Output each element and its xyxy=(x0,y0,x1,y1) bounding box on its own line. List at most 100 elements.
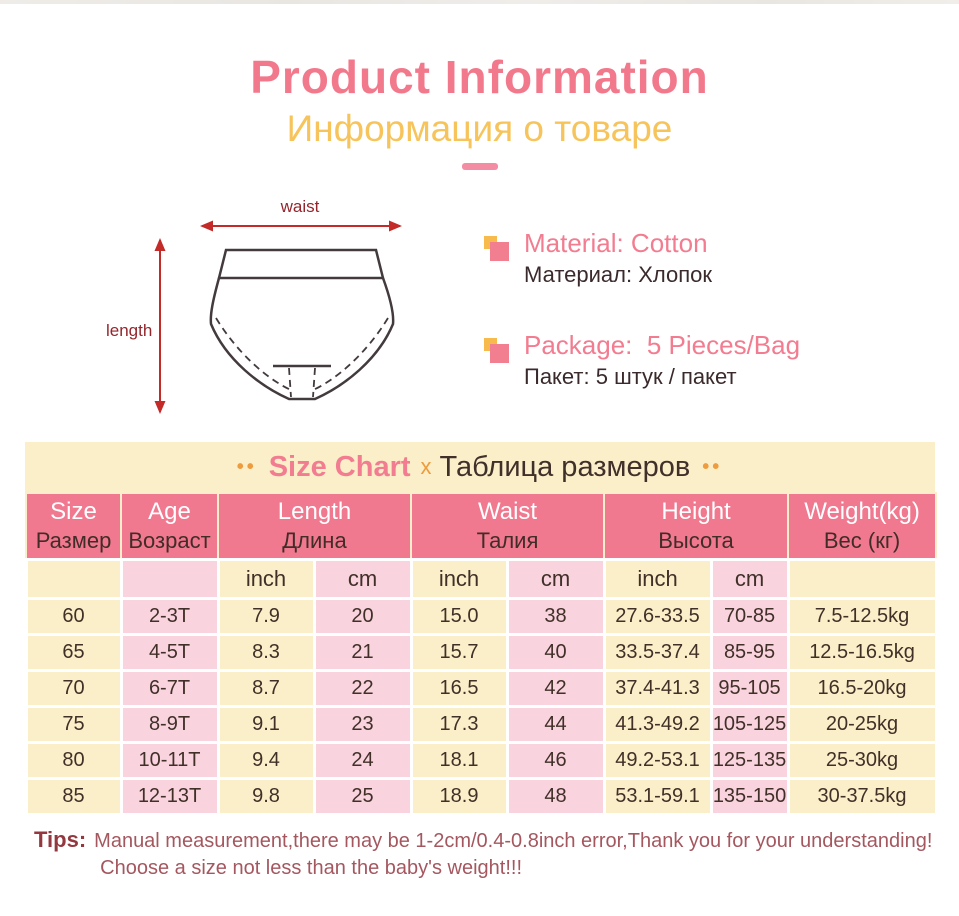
table-cell: 27.6-33.5 xyxy=(602,597,713,637)
table-cell: 70 xyxy=(24,669,123,709)
length-measure-label: length xyxy=(106,321,152,340)
table-cell: 40 xyxy=(505,633,606,673)
table-cell: 9.8 xyxy=(216,777,316,817)
tips-line-2: Choose a size not less than the baby's w… xyxy=(100,857,523,880)
size-chart-section: •• Size Chart x Таблица размеров •• Size… xyxy=(24,442,938,817)
table-row: 70 6-7T 8.7 22 16.5 42 37.4-41.3 95-105 16.5-20k… xyxy=(24,669,938,709)
table-cell: 42 xyxy=(505,669,606,709)
table-cell: 65 xyxy=(24,633,123,673)
table-cell: 20 xyxy=(312,597,413,637)
length-arrow xyxy=(154,238,166,415)
unit-cell: cm xyxy=(312,558,413,601)
table-cell: 7.5-12.5kg xyxy=(786,597,938,637)
package-info-item: Package: 5 Pieces/Bag Пакет: 5 штук / па… xyxy=(484,330,800,392)
dots-right-icon: •• xyxy=(702,455,723,478)
product-details-section: waist length xyxy=(0,188,959,426)
title-separator: x xyxy=(420,454,432,480)
dots-left-icon: •• xyxy=(236,455,257,478)
table-cell: 16.5 xyxy=(409,669,509,709)
waist-arrow xyxy=(200,220,402,232)
table-cell: 105-125 xyxy=(709,705,790,745)
table-cell: 18.9 xyxy=(409,777,509,817)
table-cell: 33.5-37.4 xyxy=(602,633,713,673)
table-cell: 25-30kg xyxy=(786,741,938,781)
table-cell: 70-85 xyxy=(709,597,790,637)
table-cell: 6-7T xyxy=(119,669,220,709)
col-header-size: Size Размер xyxy=(25,492,122,561)
units-row: inch cm inch cm inch cm xyxy=(24,558,938,601)
table-cell: 8.7 xyxy=(216,669,316,709)
table-cell: 8.3 xyxy=(216,633,316,673)
table-cell: 15.7 xyxy=(409,633,509,673)
table-header-row: Size Размер Age Возраст Length Длина Wai… xyxy=(25,492,938,561)
material-label-en: Material: Cotton xyxy=(524,228,708,259)
size-chart-title-en: Size Chart xyxy=(268,450,411,483)
table-cell: 8-9T xyxy=(119,705,220,745)
measurement-diagram: waist length xyxy=(78,188,448,426)
col-header-waist: Waist Талия xyxy=(409,492,606,561)
tips-label: Tips: xyxy=(34,827,87,853)
table-cell: 9.4 xyxy=(216,741,316,781)
table-cell: 23 xyxy=(312,705,413,745)
table-cell: 49.2-53.1 xyxy=(602,741,713,781)
size-chart-title-band: •• Size Chart x Таблица размеров •• xyxy=(24,442,935,493)
size-table-body: inch cm inch cm inch cm 60 2-3T 7.9 20 15.0 38 27.6-… xyxy=(24,558,938,817)
table-cell: 4-5T xyxy=(119,633,220,673)
col-header-height: Height Высота xyxy=(603,492,790,561)
empty-cell xyxy=(786,558,938,601)
col-header-weight: Weight(kg) Вес (кг) xyxy=(787,492,938,561)
waist-measure-label: waist xyxy=(280,197,320,216)
col-header-age: Age Возраст xyxy=(120,492,219,561)
table-cell: 135-150 xyxy=(709,777,790,817)
top-edge-strip xyxy=(0,0,959,4)
table-cell: 85-95 xyxy=(709,633,790,673)
table-cell: 80 xyxy=(24,741,123,781)
table-cell: 21 xyxy=(312,633,413,673)
table-cell: 75 xyxy=(24,705,123,745)
empty-cell xyxy=(119,558,220,601)
table-cell: 38 xyxy=(505,597,606,637)
table-cell: 10-11T xyxy=(119,741,220,781)
unit-cell: inch xyxy=(409,558,509,601)
briefs-seam-dashes xyxy=(215,317,389,398)
table-cell: 17.3 xyxy=(409,705,509,745)
table-row: 65 4-5T 8.3 21 15.7 40 33.5-37.4 85-95 12.5-16.5… xyxy=(24,633,938,673)
tips-section: Tips: Manual measurement,there may be 1-… xyxy=(34,826,959,882)
tips-line-1: Manual measurement,there may be 1-2cm/0.… xyxy=(94,830,933,853)
table-cell: 46 xyxy=(505,741,606,781)
page-header: Product Information Информация о товаре xyxy=(0,51,959,171)
table-cell: 85 xyxy=(24,777,123,817)
table-row: 75 8-9T 9.1 23 17.3 44 41.3-49.2 105-125 20-25kg xyxy=(24,705,938,745)
size-table: Size Размер Age Возраст Length Длина Wai… xyxy=(24,492,938,817)
table-cell: 7.9 xyxy=(216,597,316,637)
table-cell: 2-3T xyxy=(119,597,220,637)
unit-cell: cm xyxy=(709,558,790,601)
table-cell: 25 xyxy=(312,777,413,817)
table-cell: 95-105 xyxy=(709,669,790,709)
table-cell: 53.1-59.1 xyxy=(602,777,713,817)
size-chart-title-ru: Таблица размеров xyxy=(439,450,691,483)
unit-cell: inch xyxy=(602,558,713,601)
page-title: Product Information xyxy=(250,51,709,103)
product-info-list: Material: Cotton Материал: Хлопок Packag… xyxy=(484,188,800,426)
material-label-ru: Материал: Хлопок xyxy=(524,262,712,288)
table-cell: 18.1 xyxy=(409,741,509,781)
square-bullet-icon xyxy=(484,236,510,262)
table-cell: 37.4-41.3 xyxy=(602,669,713,709)
table-cell: 24 xyxy=(312,741,413,781)
unit-cell: inch xyxy=(216,558,316,601)
square-bullet-icon xyxy=(484,338,510,364)
underwear-diagram-svg: waist length xyxy=(106,197,402,415)
table-row: 85 12-13T 9.8 25 18.9 48 53.1-59.1 135-150 30-37… xyxy=(24,777,938,817)
table-cell: 30-37.5kg xyxy=(786,777,938,817)
table-cell: 9.1 xyxy=(216,705,316,745)
title-underline-dash xyxy=(461,163,498,171)
table-cell: 16.5-20kg xyxy=(786,669,938,709)
col-header-length: Length Длина xyxy=(217,492,412,561)
table-cell: 12.5-16.5kg xyxy=(786,633,938,673)
unit-cell: cm xyxy=(505,558,606,601)
table-cell: 44 xyxy=(505,705,606,745)
table-cell: 48 xyxy=(505,777,606,817)
package-label-en: Package: 5 Pieces/Bag xyxy=(524,330,801,361)
table-row: 80 10-11T 9.4 24 18.1 46 49.2-53.1 125-135 25-30… xyxy=(24,741,938,781)
